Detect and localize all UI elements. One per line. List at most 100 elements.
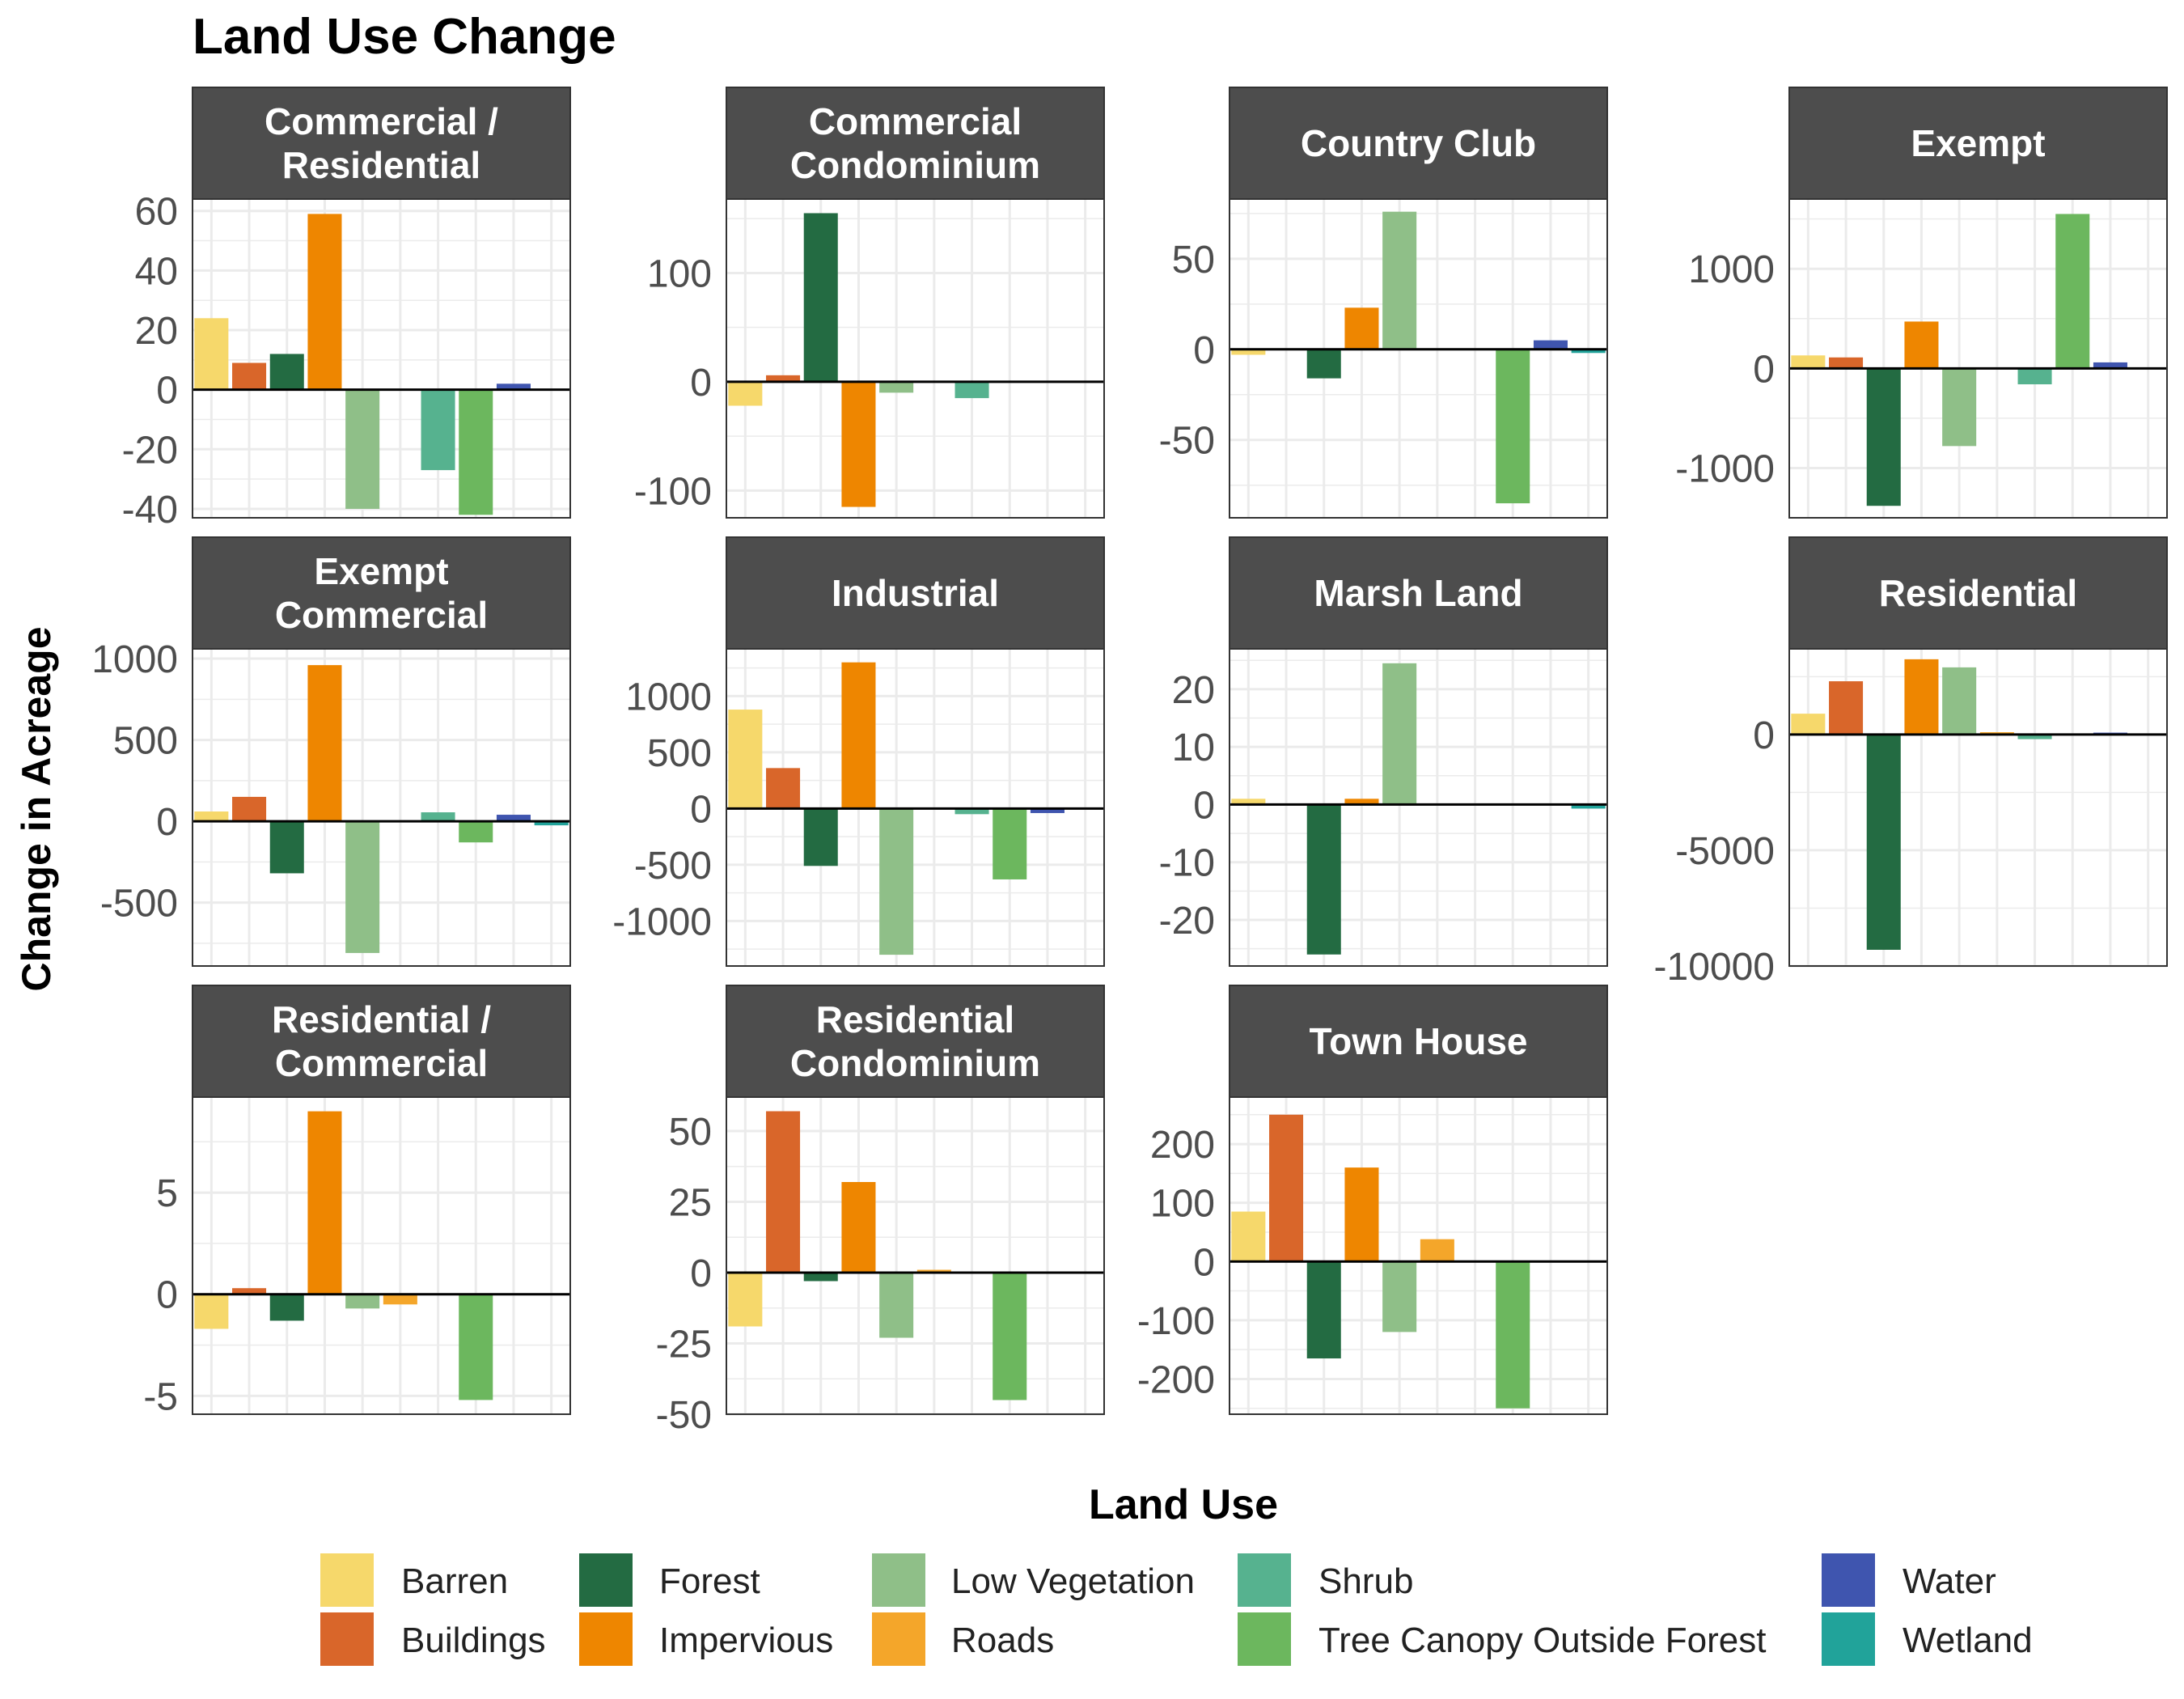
y-tick-label: 0	[156, 1274, 178, 1317]
panel-border	[1229, 648, 1608, 967]
legend-swatch	[1238, 1612, 1291, 1666]
bar	[459, 389, 493, 515]
y-tick-label: -10	[1159, 842, 1215, 885]
bar	[534, 821, 569, 826]
y-tick-label: 0	[156, 370, 178, 413]
bar	[841, 381, 876, 507]
bar	[269, 354, 304, 390]
facet-title: Exempt	[1911, 122, 2045, 164]
bar	[1306, 1261, 1341, 1359]
facet-panels: Commercial /Residential6040200-20-40Comm…	[91, 87, 2168, 1437]
bar	[269, 821, 304, 874]
bar	[1942, 667, 1977, 735]
facet-title: Industrial	[832, 572, 999, 614]
panel-border	[726, 648, 1105, 967]
bar	[307, 214, 342, 390]
bar	[496, 815, 531, 822]
bar	[1904, 659, 1939, 735]
y-tick-label: -100	[1137, 1300, 1215, 1343]
bar	[803, 213, 838, 382]
y-tick-label: 1000	[91, 638, 178, 681]
facet-panel: Marsh Land 20 10 0 -10 -20	[1159, 536, 1608, 967]
legend-swatch	[1238, 1553, 1291, 1607]
bar	[2055, 214, 2090, 369]
y-tick-label: 1000	[1688, 248, 1775, 291]
bar	[307, 1111, 342, 1294]
bar	[1496, 349, 1530, 504]
facet-panel: Residential /Commercial 5 0 -5	[143, 985, 571, 1418]
bar	[916, 1269, 951, 1273]
y-tick-label: 500	[113, 720, 178, 763]
facet-strip	[1229, 536, 1608, 650]
y-tick-label: 500	[647, 732, 712, 775]
y-tick-label: 100	[1150, 1183, 1215, 1226]
y-tick-label: 0	[1193, 1241, 1215, 1284]
facet-panel: Town House 200 100 0 -100 -200	[1137, 985, 1608, 1415]
bar	[2093, 362, 2127, 369]
panel-border	[192, 198, 571, 519]
facet-title: Commercial	[809, 100, 1022, 142]
panel-border	[1229, 1096, 1608, 1415]
y-tick-label: -5	[143, 1375, 178, 1418]
bar	[1571, 349, 1606, 354]
y-tick-label: 25	[669, 1182, 712, 1225]
bar	[1942, 368, 1977, 447]
bar	[841, 1182, 876, 1273]
bar	[1231, 799, 1266, 805]
y-tick-label: 0	[690, 1252, 712, 1295]
bar	[1791, 355, 1826, 369]
y-tick-label: 0	[1753, 348, 1775, 391]
legend-label: Low Vegetation	[951, 1561, 1195, 1601]
facet-strip	[192, 87, 571, 200]
legend-label: Impervious	[659, 1621, 833, 1660]
bar	[1533, 340, 1568, 350]
legend-label: Forest	[659, 1561, 760, 1601]
plot-area	[1230, 199, 1607, 518]
bar	[1791, 714, 1826, 735]
y-tick-label: 60	[135, 191, 178, 234]
facet-title: Country Club	[1301, 122, 1536, 164]
bar	[1382, 663, 1417, 805]
legend-item: Wetland	[1822, 1612, 2033, 1666]
legend-swatch	[1822, 1612, 1875, 1666]
bar	[879, 808, 914, 955]
legend-label: Barren	[401, 1561, 508, 1601]
bar	[345, 389, 380, 509]
bar	[232, 796, 267, 822]
facet-panel: Exempt 1000 0 -1000	[1675, 87, 2168, 519]
y-tick-label: 0	[1193, 784, 1215, 827]
plot-area	[1230, 649, 1607, 966]
y-tick-label: -1000	[1675, 447, 1775, 490]
legend-label: Buildings	[401, 1621, 546, 1660]
bar	[766, 375, 801, 382]
bar	[194, 1294, 229, 1329]
bar	[993, 808, 1027, 879]
legend-item: Tree Canopy Outside Forest	[1238, 1612, 1767, 1666]
legend-swatch	[872, 1553, 925, 1607]
facet-title: Residential	[1879, 572, 2077, 614]
y-tick-label: 5	[156, 1172, 178, 1215]
facet-title: Commercial	[275, 594, 488, 636]
facet-title: Condominium	[790, 144, 1040, 186]
legend-item: Buildings	[320, 1612, 546, 1666]
bar	[2017, 368, 2052, 385]
bar	[1231, 1211, 1266, 1262]
bar	[1382, 211, 1417, 350]
y-tick-label: 1000	[625, 676, 712, 718]
y-tick-label: 10	[1172, 727, 1215, 769]
panel-border	[1788, 198, 2168, 519]
bar	[954, 381, 989, 399]
facet-strip	[192, 985, 571, 1098]
bar	[1829, 357, 1864, 369]
facet-strip	[1229, 985, 1608, 1098]
facet-panel: Commercial /Residential 60 40 20 0 -20 -40	[122, 87, 571, 532]
bar	[269, 1294, 304, 1321]
bar	[1496, 1261, 1530, 1409]
y-tick-label: 40	[135, 250, 178, 293]
bar	[1829, 681, 1864, 735]
bar	[1571, 804, 1606, 809]
panel-border	[192, 1096, 571, 1415]
